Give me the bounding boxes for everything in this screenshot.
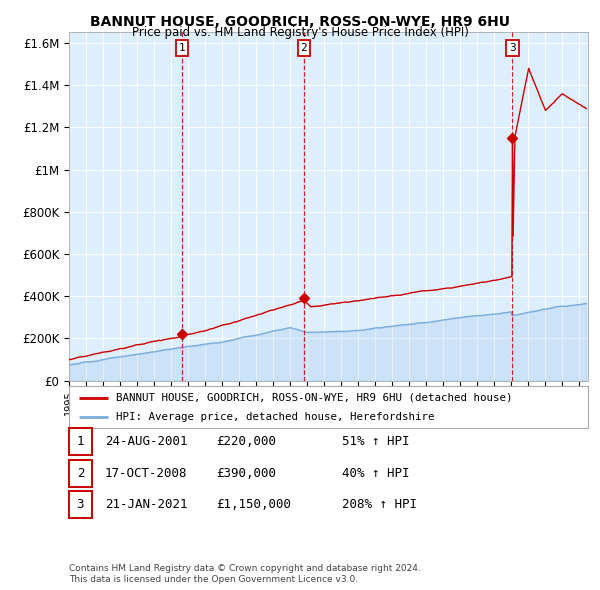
Text: 17-OCT-2008: 17-OCT-2008 <box>105 467 187 480</box>
Text: HPI: Average price, detached house, Herefordshire: HPI: Average price, detached house, Here… <box>116 412 434 422</box>
Text: 2: 2 <box>301 43 307 53</box>
Text: £220,000: £220,000 <box>216 435 276 448</box>
Text: 21-JAN-2021: 21-JAN-2021 <box>105 498 187 511</box>
Text: 2: 2 <box>77 467 84 480</box>
Text: 3: 3 <box>77 498 84 511</box>
Text: 208% ↑ HPI: 208% ↑ HPI <box>342 498 417 511</box>
Text: £1,150,000: £1,150,000 <box>216 498 291 511</box>
Text: This data is licensed under the Open Government Licence v3.0.: This data is licensed under the Open Gov… <box>69 575 358 584</box>
Text: Contains HM Land Registry data © Crown copyright and database right 2024.: Contains HM Land Registry data © Crown c… <box>69 565 421 573</box>
Text: 1: 1 <box>77 435 84 448</box>
Text: 40% ↑ HPI: 40% ↑ HPI <box>342 467 409 480</box>
Text: BANNUT HOUSE, GOODRICH, ROSS-ON-WYE, HR9 6HU: BANNUT HOUSE, GOODRICH, ROSS-ON-WYE, HR9… <box>90 15 510 29</box>
Text: 3: 3 <box>509 43 516 53</box>
Text: 24-AUG-2001: 24-AUG-2001 <box>105 435 187 448</box>
Text: 51% ↑ HPI: 51% ↑ HPI <box>342 435 409 448</box>
Text: BANNUT HOUSE, GOODRICH, ROSS-ON-WYE, HR9 6HU (detached house): BANNUT HOUSE, GOODRICH, ROSS-ON-WYE, HR9… <box>116 392 512 402</box>
Text: £390,000: £390,000 <box>216 467 276 480</box>
Text: Price paid vs. HM Land Registry's House Price Index (HPI): Price paid vs. HM Land Registry's House … <box>131 26 469 39</box>
Text: 1: 1 <box>179 43 185 53</box>
